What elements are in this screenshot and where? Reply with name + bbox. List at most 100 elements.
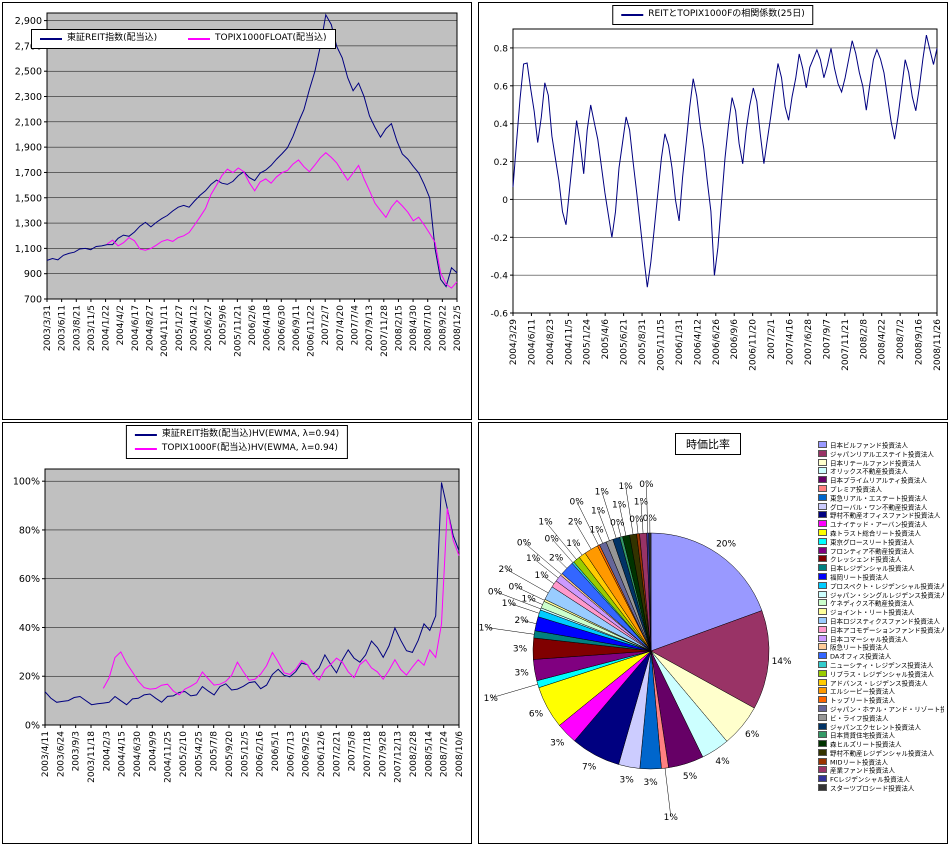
svg-text:3%: 3% xyxy=(620,776,635,786)
pie-legend-item: 日本ビルファンド投資法人 xyxy=(818,441,944,450)
pie-legend-swatch-icon xyxy=(818,748,827,756)
pie-legend-swatch-icon xyxy=(818,775,827,783)
svg-text:2007/9/13: 2007/9/13 xyxy=(365,305,375,351)
svg-text:2008/9/22: 2008/9/22 xyxy=(438,305,448,351)
svg-text:1%: 1% xyxy=(566,539,581,549)
svg-text:2006/9/25: 2006/9/25 xyxy=(302,731,312,777)
pie-legend-label: グローバル・ワン不動産投資法人 xyxy=(830,503,928,512)
pie-legend-item: 阪急リート投資法人 xyxy=(818,643,944,652)
svg-text:2006/11/20: 2006/11/20 xyxy=(749,319,759,371)
pie-legend-label: トップリート投資法人 xyxy=(830,696,895,705)
svg-text:2006/12/6: 2006/12/6 xyxy=(317,731,327,777)
svg-text:0%: 0% xyxy=(639,480,654,490)
pie-legend-label: ケネディクス不動産投資法人 xyxy=(830,599,914,608)
svg-text:2006/2/16: 2006/2/16 xyxy=(256,731,266,777)
svg-text:2,300: 2,300 xyxy=(15,92,42,103)
pie-legend-item: ジャパンエクセレント投資法人 xyxy=(818,722,944,732)
svg-text:2005/1/24: 2005/1/24 xyxy=(583,319,593,365)
svg-text:0.2: 0.2 xyxy=(494,158,508,168)
svg-text:2004/11/25: 2004/11/25 xyxy=(164,731,174,783)
svg-text:2008/2/8: 2008/2/8 xyxy=(859,319,869,360)
svg-text:1%: 1% xyxy=(479,623,493,633)
svg-text:2004/1/22: 2004/1/22 xyxy=(102,305,112,351)
svg-text:7%: 7% xyxy=(582,763,597,773)
pie-legend-swatch-icon xyxy=(818,731,827,739)
svg-text:60%: 60% xyxy=(19,574,40,585)
legend-label-topix-hv: TOPIX1000F(配当込)HV(EWMA, λ=0.94) xyxy=(161,443,338,453)
panel-market-cap-pie: 20% 14% 6% 4% 5% 1% 3% 3% 7% 3% 6% 1% 3% 3% 1% 2% 1% 0% 1%… xyxy=(478,422,948,844)
pie-legend-item: 日本プライムリアルティ投資法人 xyxy=(818,476,944,485)
svg-text:1%: 1% xyxy=(591,507,606,517)
svg-text:2,100: 2,100 xyxy=(15,117,42,128)
svg-text:0: 0 xyxy=(502,196,508,206)
pie-legend-item: ユナイテッド・アーバン投資法人 xyxy=(818,520,944,529)
pie-legend-swatch-icon xyxy=(818,590,827,598)
pie-legend-label: ニューシティ・レジデンス投資法人 xyxy=(830,661,934,670)
svg-text:2007/9/28: 2007/9/28 xyxy=(378,731,388,777)
correlation-chart-legend: REITとTOPIX1000Fの相関係数(25日) xyxy=(612,5,814,25)
svg-text:1,900: 1,900 xyxy=(15,143,42,154)
svg-text:1%: 1% xyxy=(535,571,550,581)
svg-text:2007/11/28: 2007/11/28 xyxy=(380,305,390,357)
pie-legend-label: 日本プライムリアルティ投資法人 xyxy=(830,476,927,485)
svg-text:2005/11/15: 2005/11/15 xyxy=(656,319,666,371)
svg-text:2007/2/1: 2007/2/1 xyxy=(767,319,777,359)
svg-text:2006/11/22: 2006/11/22 xyxy=(307,305,317,357)
svg-text:100%: 100% xyxy=(13,477,40,488)
pie-legend-item: 日本賃貸住宅投資法人 xyxy=(818,731,944,740)
svg-text:2003/11/18: 2003/11/18 xyxy=(87,731,97,783)
legend-item-correlation: REITとTOPIX1000Fの相関係数(25日) xyxy=(621,8,805,22)
pie-legend-item: グローバル・ワン不動産投資法人 xyxy=(818,502,944,512)
pie-legend-swatch-icon xyxy=(818,766,827,774)
pie-legend-swatch-icon xyxy=(818,660,827,668)
svg-text:2003/8/21: 2003/8/21 xyxy=(72,305,82,351)
index-chart-legend: 東証REIT指数(配当込) TOPIX1000FLOAT(配当込) xyxy=(31,29,336,49)
svg-text:2,700: 2,700 xyxy=(15,41,42,52)
svg-text:2003/11/5: 2003/11/5 xyxy=(87,305,97,351)
legend-item-reit: 東証REIT指数(配当込) xyxy=(40,32,157,46)
pie-legend-item: ジャパン・ホテル・アンド・リゾート投資法人 xyxy=(818,704,944,714)
svg-text:2006/5/1: 2006/5/1 xyxy=(271,731,281,771)
pie-legend-swatch-icon xyxy=(818,669,827,677)
correlation-line-chart: -0.6 -0.4 -0.2 0 0.2 0.4 0.6 0.8 2004/3/29 2004/6… xyxy=(490,28,943,371)
pie-legend-label: 福岡リート投資法人 xyxy=(830,573,889,582)
svg-text:2004/9/9: 2004/9/9 xyxy=(148,731,158,772)
svg-text:2008/2/15: 2008/2/15 xyxy=(394,305,404,351)
svg-text:6%: 6% xyxy=(745,730,760,740)
svg-text:2004/6/17: 2004/6/17 xyxy=(131,305,141,351)
svg-text:900: 900 xyxy=(24,269,42,280)
svg-text:2008/7/24: 2008/7/24 xyxy=(440,731,450,777)
pie-legend-item: ジャパンリアルエステイト投資法人 xyxy=(818,449,944,459)
reit-hv-swatch-icon xyxy=(134,433,157,436)
svg-text:2008/11/26: 2008/11/26 xyxy=(933,319,943,371)
pie-legend-swatch-icon xyxy=(818,757,827,765)
pie-legend-item: エルシーピー投資法人 xyxy=(818,687,944,696)
svg-text:2007/12/13: 2007/12/13 xyxy=(394,731,404,783)
pie-legend-label: スターツプロシード投資法人 xyxy=(830,784,915,793)
svg-text:2%: 2% xyxy=(549,554,564,564)
legend-item-topix-hv: TOPIX1000F(配当込)HV(EWMA, λ=0.94) xyxy=(134,442,339,456)
svg-text:2004/6/30: 2004/6/30 xyxy=(133,731,143,777)
topix-series-swatch-icon xyxy=(188,37,210,40)
pie-legend-swatch-icon xyxy=(818,581,827,589)
pie-legend-swatch-icon xyxy=(818,643,827,651)
pie-legend-label: 野村不動産レジデンシャル投資法人 xyxy=(830,749,934,758)
svg-text:2008/7/10: 2008/7/10 xyxy=(424,305,434,351)
svg-text:2003/9/3: 2003/9/3 xyxy=(72,731,82,771)
pie-legend-item: アドバンス・レジデンス投資法人 xyxy=(818,678,944,688)
pie-legend-item: ジョイント・リート投資法人 xyxy=(818,608,944,617)
svg-text:2006/4/12: 2006/4/12 xyxy=(693,319,703,365)
pie-legend-item: 福岡リート投資法人 xyxy=(818,572,944,582)
svg-text:-0.2: -0.2 xyxy=(490,234,508,244)
svg-text:2006/1/31: 2006/1/31 xyxy=(675,319,685,365)
pie-legend-swatch-icon xyxy=(818,599,827,607)
pie-legend-label: MIDリート投資法人 xyxy=(830,758,889,767)
pie-legend-label: ビ・ライフ投資法人 xyxy=(830,714,889,723)
pie-legend-label: 日本賃貸住宅投資法人 xyxy=(830,731,895,740)
pie-legend-label: DAオフィス投資法人 xyxy=(830,652,892,661)
pie-legend-item: DAオフィス投資法人 xyxy=(818,652,944,661)
svg-text:3%: 3% xyxy=(550,739,565,749)
legend-label-reit-hv: 東証REIT指数(配当込)HV(EWMA, λ=0.94) xyxy=(161,429,340,439)
svg-text:2004/2/3: 2004/2/3 xyxy=(102,731,112,771)
